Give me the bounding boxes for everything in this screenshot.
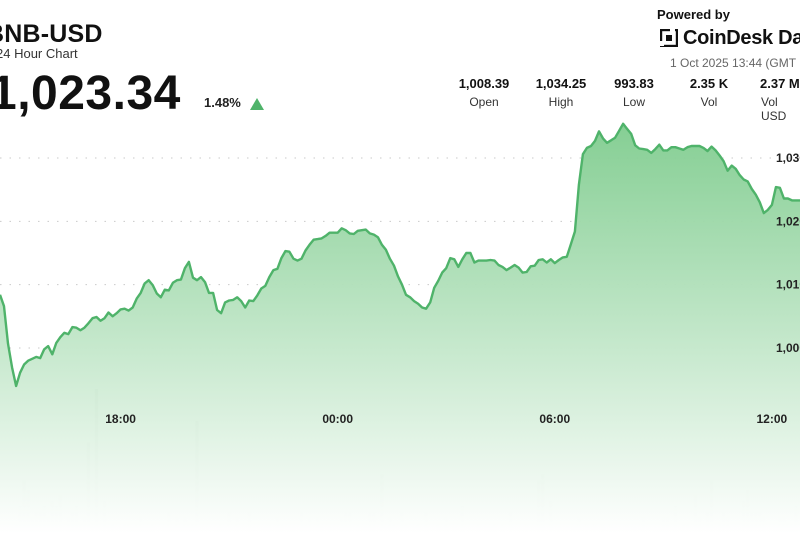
period-label: 24 Hour Chart bbox=[0, 46, 78, 61]
brand-name: CoinDesk Data bbox=[683, 27, 800, 49]
x-tick-label: 06:00 bbox=[539, 412, 570, 426]
y-tick-label: 1,000 bbox=[776, 341, 800, 355]
y-axis-ticks: 1,030 1,020 1,010 1,000 bbox=[776, 151, 800, 355]
stat-vol: 2.35 K Vol bbox=[669, 76, 749, 109]
up-arrow-icon bbox=[250, 98, 264, 110]
x-axis-ticks: 18:00 00:00 06:00 12:00 bbox=[105, 412, 787, 426]
current-price: 1,023.34 bbox=[0, 67, 181, 120]
stat-label: Open bbox=[469, 95, 499, 109]
stat-vol-usd: 2.37 M Vol USD bbox=[744, 76, 800, 123]
stat-label: High bbox=[548, 95, 574, 109]
x-tick-label: 00:00 bbox=[322, 412, 353, 426]
stat-high: 1,034.25 High bbox=[521, 76, 601, 109]
timestamp: 1 Oct 2025 13:44 (GMT bbox=[670, 56, 797, 70]
x-tick-label: 12:00 bbox=[757, 412, 788, 426]
stat-label: Vol USD bbox=[761, 95, 787, 123]
stat-value: 1,008.39 bbox=[458, 76, 510, 91]
pair-title: BNB-USD bbox=[0, 20, 103, 48]
price-area bbox=[0, 123, 800, 533]
percent-change: 1.48% bbox=[204, 95, 241, 110]
stat-value: 1,034.25 bbox=[535, 76, 587, 91]
stat-label: Low bbox=[622, 95, 645, 109]
powered-by-label: Powered by bbox=[657, 7, 730, 22]
price-line bbox=[0, 122, 800, 388]
y-tick-label: 1,030 bbox=[776, 151, 800, 165]
stat-value: 2.37 M bbox=[760, 76, 800, 91]
y-tick-label: 1,020 bbox=[776, 214, 800, 228]
stat-value: 993.83 bbox=[614, 76, 654, 91]
y-tick-label: 1,010 bbox=[776, 278, 800, 292]
stat-label: Vol bbox=[700, 95, 718, 109]
coindesk-logo-icon bbox=[660, 29, 678, 47]
x-tick-label: 18:00 bbox=[105, 412, 136, 426]
stat-low: 993.83 Low bbox=[594, 76, 674, 109]
stat-open: 1,008.39 Open bbox=[444, 76, 524, 109]
stat-value: 2.35 K bbox=[689, 76, 729, 91]
